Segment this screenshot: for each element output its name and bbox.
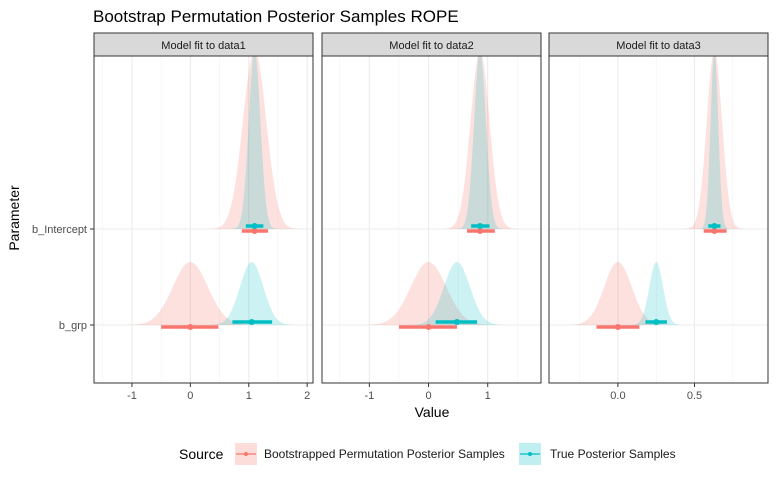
x-tick-label: 0 xyxy=(425,390,431,402)
density-b_Intercept-true xyxy=(456,51,504,229)
point-estimate-b_Intercept-true xyxy=(251,223,258,229)
facet-strip xyxy=(548,32,769,57)
y-axis: b_Intercept b_grp xyxy=(32,224,94,332)
density-b_Intercept-true xyxy=(699,51,730,229)
legend-key-point xyxy=(244,452,248,456)
density-b_Intercept-bootstrapped xyxy=(683,51,746,229)
x-tick-label: 1 xyxy=(246,390,252,402)
facet-strip xyxy=(93,32,314,57)
density-b_Intercept-bootstrapped xyxy=(207,51,302,229)
point-estimate-b_grp-true xyxy=(453,319,460,325)
legend-key-point xyxy=(528,452,532,456)
density-b_grp-bootstrapped xyxy=(357,262,500,325)
x-axis-title: Value xyxy=(415,404,450,420)
density-b_grp-true xyxy=(628,262,684,325)
facet-strip-label: Model fit to data3 xyxy=(616,40,700,52)
point-estimate-b_Intercept-true xyxy=(711,223,718,229)
y-tick-label: b_Intercept xyxy=(32,224,87,236)
x-tick-label: 0 xyxy=(187,390,193,402)
facet-panel: Model fit to data3 0.0 0.5 xyxy=(548,32,769,402)
point-estimate-b_Intercept-bootstrapped xyxy=(477,228,484,234)
point-estimate-b_Intercept-bootstrapped xyxy=(711,228,718,234)
point-estimate-b_Intercept-true xyxy=(477,223,484,229)
point-estimate-b_grp-true xyxy=(248,319,255,325)
density-b_grp-bootstrapped xyxy=(120,262,261,325)
legend-title: Source xyxy=(179,446,224,462)
legend: Source Bootstrapped Permutation Posterio… xyxy=(179,443,676,465)
x-tick-label: 0.0 xyxy=(610,390,625,402)
point-estimate-b_grp-bootstrapped xyxy=(425,324,432,330)
x-tick-label: 0.5 xyxy=(687,390,702,402)
facet-panel: Model fit to data1 -1 0 1 2 xyxy=(93,32,314,402)
facet-panel: Model fit to data2 -1 0 1 xyxy=(321,32,542,402)
x-tick-label: -1 xyxy=(364,390,374,402)
panel-background xyxy=(322,56,541,383)
x-tick-label: -1 xyxy=(127,390,137,402)
y-tick-label: b_grp xyxy=(59,320,87,332)
x-tick-label: 1 xyxy=(485,390,491,402)
legend-label: Bootstrapped Permutation Posterior Sampl… xyxy=(264,447,505,461)
facet-strip xyxy=(321,32,542,57)
density-b_grp-true xyxy=(204,262,299,325)
density-b_grp-true xyxy=(404,262,510,325)
point-estimate-b_grp-bootstrapped xyxy=(614,324,621,330)
density-b_Intercept-bootstrapped xyxy=(442,51,518,229)
point-estimate-b_Intercept-bootstrapped xyxy=(251,228,258,234)
legend-label: True Posterior Samples xyxy=(550,447,676,461)
facet-strip-label: Model fit to data1 xyxy=(161,40,245,52)
facet-strip-label: Model fit to data2 xyxy=(389,40,473,52)
y-axis-title: Parameter xyxy=(6,185,22,251)
point-estimate-b_grp-true xyxy=(653,319,660,325)
chart-title: Bootstrap Permutation Posterior Samples … xyxy=(93,7,459,26)
density-b_grp-bootstrapped xyxy=(562,262,674,325)
point-estimate-b_grp-bootstrapped xyxy=(187,324,194,330)
density-b_Intercept-true xyxy=(231,51,278,229)
panel-background xyxy=(549,56,768,383)
x-tick-label: 2 xyxy=(304,390,310,402)
